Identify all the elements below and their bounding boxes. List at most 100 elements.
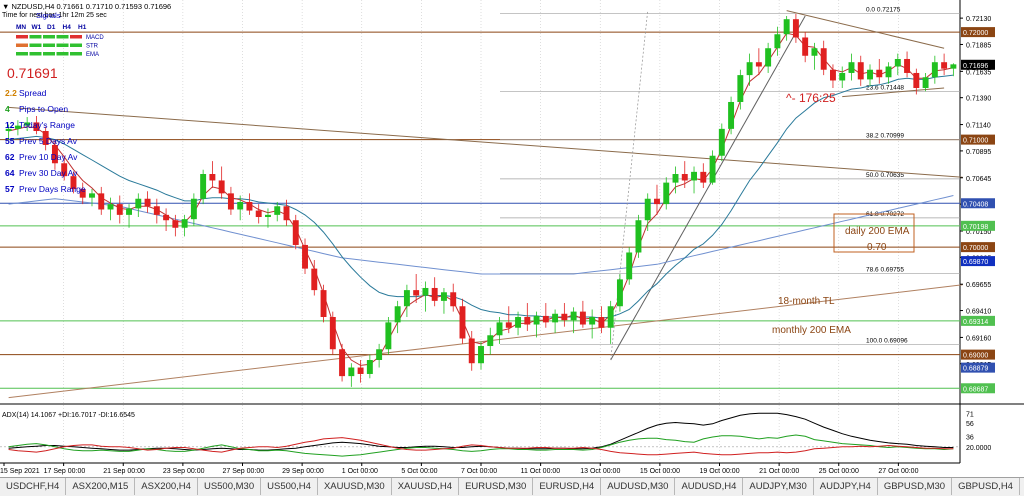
candle-body [885, 66, 892, 78]
candle [431, 277, 438, 307]
signal-cell [70, 43, 82, 47]
price-label[interactable]: 0.70408 [961, 198, 995, 209]
trendline[interactable] [786, 10, 945, 49]
candle-body [311, 268, 318, 291]
chart-tab-bar[interactable]: USDCHF,H4 ASX200,M15 ASX200,H4 US500,M30 US5… [0, 477, 1024, 496]
candle [70, 171, 77, 194]
info-row-label: Pips to Open [19, 104, 68, 114]
chart-tab[interactable]: XAUUSD,H4 [392, 478, 460, 495]
time-tick-label: 25 Oct 00:00 [819, 468, 859, 475]
candle-body [265, 214, 271, 218]
next-bar-timer: Time for next bar: 1hr 12m 25 sec [2, 12, 107, 19]
trendline[interactable] [842, 87, 945, 98]
chart-tab[interactable]: GBPUSD,H4 [952, 478, 1020, 495]
price-label[interactable]: 0.72000 [961, 27, 995, 38]
chart-tab[interactable]: EURUSD,H4 [533, 478, 602, 495]
chart-tab[interactable]: ASX200,M15 [66, 478, 136, 495]
trendline[interactable] [8, 284, 963, 399]
signal-timeframe-label: H4 [63, 24, 72, 31]
chart-tab[interactable]: EURUSD,M30 [459, 478, 534, 495]
fib-level-label: 38.2 0.70999 [866, 133, 904, 140]
trendline[interactable] [610, 15, 806, 361]
candle-body [524, 316, 531, 325]
chart-tab[interactable]: AUDUSD,M30 [601, 478, 676, 495]
chart-tab[interactable]: AUDUSD,H4 [675, 478, 744, 495]
price-tick-label: 0.70895 [966, 149, 991, 156]
chart-tab[interactable]: GBPUSD,M30 [878, 478, 953, 495]
signal-cell [16, 43, 28, 47]
chart-tab[interactable]: NZDUSD,M30 [1020, 478, 1024, 495]
candle-body [691, 171, 697, 181]
price-label[interactable]: 0.69314 [961, 315, 995, 326]
candle [709, 150, 716, 185]
chart-tab[interactable]: ASX200,H4 [135, 478, 198, 495]
time-tick-label: 27 Oct 00:00 [878, 468, 918, 475]
candle [681, 161, 688, 188]
time-tick-label: 21 Oct 00:00 [759, 468, 799, 475]
candle [552, 309, 559, 334]
adx-tick-label: 71 [966, 411, 974, 418]
price-label[interactable]: 0.68879 [961, 362, 995, 373]
candle [394, 300, 401, 334]
signal-cell [43, 52, 55, 56]
candle-body [515, 316, 522, 328]
candle [422, 281, 429, 312]
trendline[interactable] [8, 106, 963, 178]
price-chart[interactable]: 0.0 0.72175 23.6 0.71448 38.2 0.70999 50.0 … [0, 0, 1024, 477]
price-label[interactable]: 0.69870 [961, 256, 995, 267]
candle-body [14, 125, 21, 129]
candle-body [579, 311, 586, 325]
chart-tab[interactable]: USDCHF,H4 [0, 478, 67, 495]
price-tick-label: 0.71140 [966, 123, 991, 130]
price-label[interactable]: 0.70198 [961, 220, 995, 231]
price-label-text: 0.69314 [963, 319, 988, 326]
info-row-label: Prev Days Range [19, 184, 86, 194]
signals-title: Signals [36, 11, 61, 20]
candle-body [820, 48, 827, 70]
info-row-label: Today's Range [19, 120, 75, 130]
candle [718, 123, 725, 162]
candle [329, 311, 336, 355]
chart-tab[interactable]: XAUUSD,M30 [318, 478, 392, 495]
adx-tick-label: 56 [966, 421, 974, 428]
time-tick-label: 15 Sep 2021 [0, 468, 40, 475]
time-tick-label: 23 Sep 00:00 [163, 468, 205, 475]
candle [792, 13, 799, 43]
candle-body [931, 62, 938, 78]
candle-body [533, 315, 540, 325]
candle [227, 186, 234, 215]
candle [190, 193, 197, 226]
candle [515, 311, 522, 336]
chart-tab[interactable]: AUDJPY,H4 [814, 478, 878, 495]
info-row-value: 4 [5, 104, 10, 114]
candle-body [246, 201, 253, 211]
price-label[interactable]: 0.70000 [961, 242, 995, 253]
candle-body [181, 219, 188, 228]
adx-plus-di-line [8, 434, 954, 457]
price-label[interactable]: 0.71000 [961, 134, 995, 145]
candle [61, 155, 68, 181]
candle [144, 191, 151, 213]
candle [320, 284, 327, 323]
price-label[interactable]: 0.71696 [961, 59, 995, 70]
candle [459, 298, 466, 344]
candle [163, 208, 170, 231]
adx-tick-label: 36 [966, 434, 974, 441]
candle-body [422, 287, 429, 296]
candle-body [626, 252, 633, 280]
candle-body [172, 220, 179, 228]
price-tick-label: 0.71635 [966, 69, 991, 76]
chart-tab[interactable]: US500,H4 [261, 478, 318, 495]
chart-tab[interactable]: US500,M30 [198, 478, 262, 495]
candle-body [709, 155, 716, 183]
candle [839, 66, 846, 89]
candle [765, 42, 772, 73]
price-label[interactable]: 0.69000 [961, 349, 995, 360]
candle-body [339, 349, 346, 377]
candle-body [755, 62, 762, 67]
candle-body [644, 198, 651, 221]
chart-tab[interactable]: AUDJPY,M30 [743, 478, 814, 495]
time-tick-label: 17 Sep 00:00 [44, 468, 86, 475]
price-label[interactable]: 0.68687 [961, 383, 995, 394]
